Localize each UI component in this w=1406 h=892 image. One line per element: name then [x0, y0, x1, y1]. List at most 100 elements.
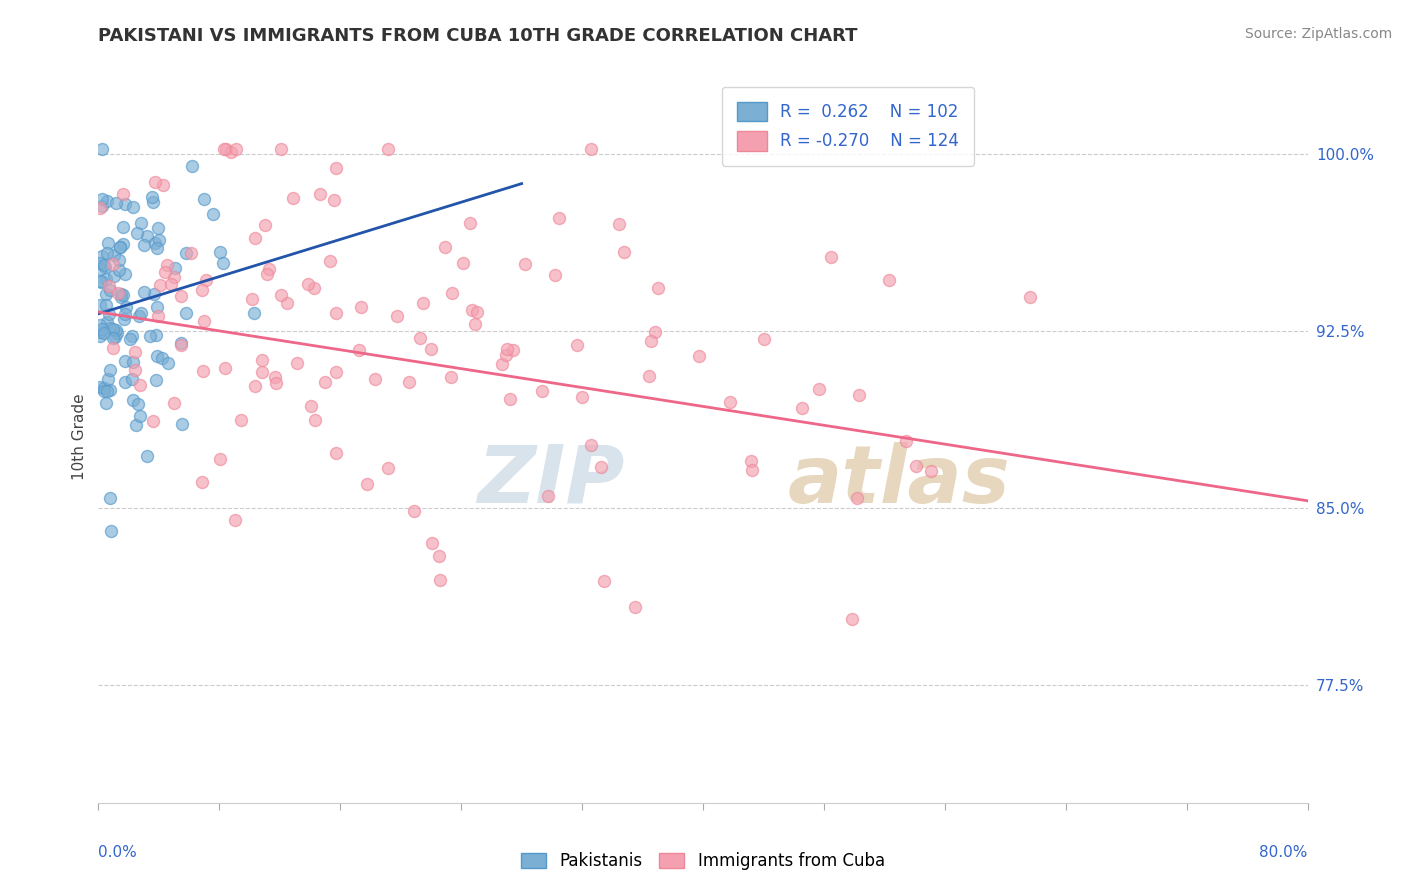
Point: [530, 384, 553, 398]
Point: [242, 306, 264, 320]
Point: [93, 380, 115, 394]
Point: [104, 323, 127, 337]
Point: [224, 513, 246, 527]
Point: [122, 355, 145, 369]
Point: [591, 460, 613, 475]
Point: [495, 348, 517, 362]
Text: PAKISTANI VS IMMIGRANTS FROM CUBA 10TH GRADE CORRELATION CHART: PAKISTANI VS IMMIGRANTS FROM CUBA 10TH G…: [98, 27, 858, 45]
Point: [129, 305, 152, 319]
Point: [325, 306, 347, 320]
Point: [145, 300, 167, 314]
Point: [98, 279, 121, 293]
Point: [208, 244, 231, 259]
Point: [98, 491, 121, 506]
Point: [420, 536, 443, 550]
Point: [441, 286, 464, 301]
Point: [93, 260, 115, 274]
Point: [377, 460, 399, 475]
Point: [259, 261, 281, 276]
Point: [96, 272, 118, 286]
Point: [160, 277, 183, 292]
Point: [115, 300, 138, 314]
Text: 80.0%: 80.0%: [1260, 846, 1308, 860]
Point: [127, 227, 149, 241]
Point: [176, 245, 198, 260]
Point: [146, 310, 169, 324]
Point: [412, 296, 434, 310]
Point: [107, 285, 129, 300]
Point: [350, 300, 373, 314]
Point: [89, 318, 111, 333]
Point: [121, 372, 143, 386]
Point: [143, 235, 166, 250]
Point: [97, 235, 120, 250]
Point: [108, 239, 131, 253]
Point: [215, 142, 238, 156]
Point: [180, 159, 202, 173]
Point: [264, 376, 287, 390]
Point: [94, 298, 117, 312]
Point: [427, 549, 450, 564]
Point: [254, 219, 277, 233]
Point: [108, 263, 131, 277]
Point: [398, 375, 420, 389]
Point: [465, 305, 488, 319]
Point: [90, 249, 112, 263]
Point: [429, 574, 451, 588]
Point: [191, 364, 214, 378]
Point: [124, 363, 146, 377]
Point: [453, 255, 475, 269]
Point: [169, 335, 191, 350]
Point: [740, 454, 762, 468]
Point: [145, 327, 167, 342]
Point: [264, 370, 287, 384]
Point: [688, 349, 710, 363]
Point: [96, 194, 118, 209]
Point: [920, 464, 942, 478]
Point: [460, 302, 482, 317]
Point: [613, 244, 636, 259]
Text: atlas: atlas: [787, 442, 1011, 520]
Point: [623, 600, 645, 615]
Point: [114, 267, 136, 281]
Point: [202, 207, 225, 221]
Point: [644, 326, 666, 340]
Point: [101, 257, 124, 271]
Point: [142, 195, 165, 210]
Point: [276, 296, 298, 310]
Point: [848, 388, 870, 402]
Point: [129, 377, 152, 392]
Point: [100, 321, 122, 335]
Point: [110, 286, 132, 301]
Point: [170, 417, 193, 431]
Point: [91, 142, 114, 156]
Point: [214, 361, 236, 376]
Point: [231, 413, 253, 427]
Point: [718, 395, 741, 409]
Point: [94, 395, 117, 409]
Point: [150, 351, 173, 365]
Point: [145, 374, 167, 388]
Point: [132, 237, 155, 252]
Point: [193, 314, 215, 328]
Point: [139, 329, 162, 343]
Point: [149, 278, 172, 293]
Point: [98, 363, 121, 377]
Point: [163, 396, 186, 410]
Point: [148, 233, 170, 247]
Point: [513, 257, 536, 271]
Point: [440, 369, 463, 384]
Point: [136, 449, 159, 463]
Point: [100, 524, 122, 538]
Point: [112, 220, 135, 235]
Point: [129, 216, 152, 230]
Point: [807, 382, 830, 396]
Point: [170, 289, 193, 303]
Point: [128, 310, 150, 324]
Point: [90, 199, 112, 213]
Point: [89, 201, 111, 215]
Point: [879, 273, 901, 287]
Point: [120, 332, 142, 346]
Point: [408, 331, 430, 345]
Point: [101, 321, 124, 335]
